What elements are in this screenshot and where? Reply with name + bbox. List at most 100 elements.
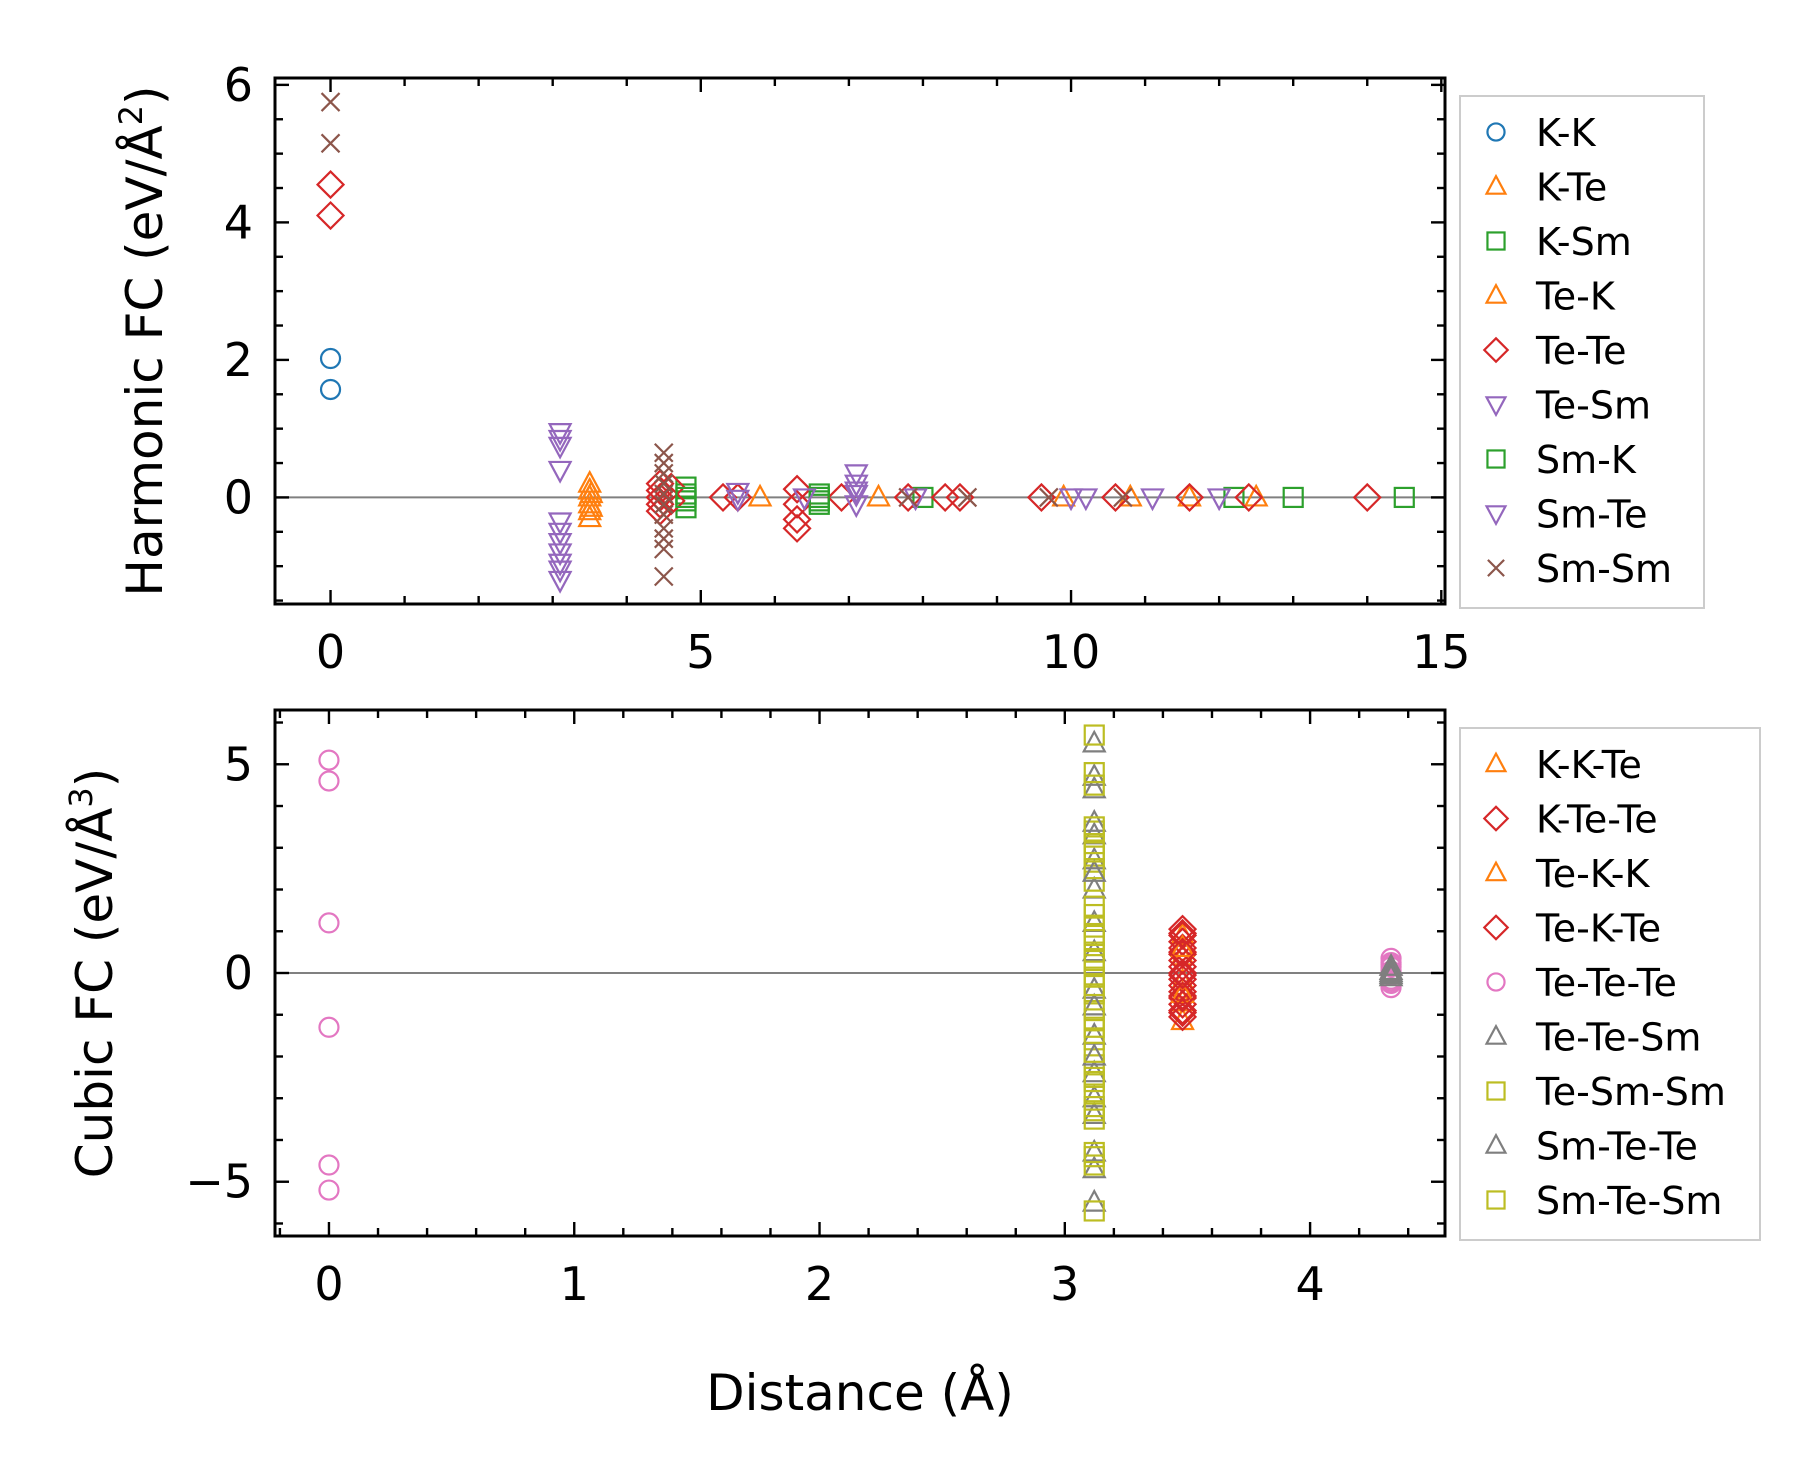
legend-marker bbox=[1486, 1081, 1506, 1101]
x-axis-label: Distance (Å) bbox=[706, 1364, 1014, 1422]
legend-entry: Sm-K bbox=[1486, 438, 1637, 482]
legend-entry: Te-Sm bbox=[1484, 384, 1651, 428]
data-point bbox=[782, 513, 812, 543]
legend-label: Sm-K bbox=[1536, 438, 1637, 482]
data-point bbox=[318, 770, 340, 792]
data-point bbox=[782, 474, 812, 504]
data-point bbox=[318, 1016, 340, 1038]
harmonic-plot-area bbox=[275, 78, 1445, 604]
data-point bbox=[1081, 1101, 1107, 1125]
data-point bbox=[1083, 1083, 1105, 1105]
data-point bbox=[1083, 895, 1105, 917]
data-point bbox=[1167, 960, 1198, 990]
harmonic-y-axis-label: Harmonic FC (eV/Å2) bbox=[112, 85, 174, 596]
y-tick-label: 6 bbox=[224, 58, 253, 112]
data-point bbox=[1167, 937, 1198, 967]
y-tick-label: −5 bbox=[185, 1155, 253, 1209]
legend-marker bbox=[1486, 122, 1506, 142]
data-point bbox=[725, 482, 751, 506]
data-point bbox=[1081, 808, 1107, 832]
data-point bbox=[1083, 724, 1105, 746]
data-point bbox=[866, 483, 891, 507]
data-point bbox=[945, 482, 975, 512]
legend-entry: Sm-Te-Te bbox=[1484, 1125, 1698, 1169]
legend-marker bbox=[1482, 914, 1510, 941]
data-point bbox=[1081, 992, 1107, 1016]
data-point bbox=[1170, 934, 1195, 958]
legend-entry: K-K-Te bbox=[1484, 743, 1642, 787]
legend-entry: Te-Te bbox=[1482, 329, 1627, 373]
data-point bbox=[747, 483, 773, 507]
x-tick-label: 2 bbox=[805, 1257, 834, 1311]
legend-label: Te-K-K bbox=[1535, 852, 1650, 896]
data-point bbox=[1140, 488, 1165, 512]
data-point bbox=[653, 504, 674, 525]
x-tick-label: 3 bbox=[1050, 1257, 1079, 1311]
data-point bbox=[930, 482, 960, 512]
data-point bbox=[315, 200, 346, 231]
data-point bbox=[1167, 983, 1198, 1013]
data-point bbox=[1167, 981, 1198, 1011]
data-point bbox=[1083, 762, 1105, 784]
y-tick-label: 4 bbox=[224, 195, 253, 249]
data-point bbox=[653, 566, 674, 587]
legend-label: K-K-Te bbox=[1536, 743, 1642, 787]
cubic-plot-frame bbox=[273, 708, 1447, 1238]
legend-entry: Sm-Te bbox=[1484, 493, 1648, 537]
legend-label: Te-Sm bbox=[1535, 384, 1651, 428]
data-point bbox=[792, 488, 817, 512]
data-point bbox=[782, 504, 812, 534]
data-point bbox=[1081, 1042, 1107, 1066]
legend-entry: K-Te bbox=[1484, 166, 1607, 210]
data-point bbox=[653, 484, 674, 504]
data-point bbox=[1113, 487, 1133, 508]
legend-marker bbox=[1484, 282, 1508, 304]
y-tick-label: 0 bbox=[224, 946, 253, 1000]
legend-label: Sm-Te-Te bbox=[1536, 1125, 1698, 1169]
legend-marker bbox=[1484, 1023, 1508, 1045]
data-point bbox=[1081, 1138, 1107, 1162]
legend-entry: K-K bbox=[1486, 111, 1597, 155]
legend-entry: Te-Te-Te bbox=[1486, 961, 1677, 1005]
data-point bbox=[547, 460, 573, 484]
x-tick-label: 15 bbox=[1412, 625, 1471, 679]
harmonic-fc-panel: 0 5 10 15 0 2 4 6 Harmonic FC (eV/Å2) K-K K-Te K-… bbox=[112, 58, 1705, 679]
legend-marker bbox=[1484, 173, 1508, 195]
series-te-k-k bbox=[1170, 934, 1195, 1003]
legend-box bbox=[1459, 95, 1705, 609]
data-point bbox=[653, 463, 674, 484]
data-point bbox=[1083, 774, 1105, 796]
legend-marker bbox=[1487, 559, 1505, 577]
data-point bbox=[1234, 482, 1264, 512]
data-point bbox=[1026, 482, 1056, 512]
data-point bbox=[1081, 858, 1107, 882]
legend-entry: Te-K bbox=[1484, 275, 1616, 319]
data-point bbox=[843, 481, 869, 505]
series-te-sm bbox=[547, 423, 1165, 594]
data-point bbox=[1083, 1146, 1105, 1168]
data-point bbox=[653, 539, 674, 559]
data-point bbox=[1083, 1008, 1105, 1030]
data-point bbox=[653, 453, 674, 473]
legend-label: Sm-Sm bbox=[1536, 547, 1672, 591]
data-point bbox=[1177, 483, 1202, 507]
y-tick-label: 0 bbox=[224, 470, 253, 524]
data-point bbox=[1352, 482, 1382, 512]
legend-label: K-Te-Te bbox=[1536, 798, 1658, 842]
series-sm-sm bbox=[320, 92, 1133, 587]
legend-marker bbox=[1486, 972, 1506, 992]
y-tick-label: 5 bbox=[224, 737, 253, 791]
data-point bbox=[547, 436, 573, 460]
data-point bbox=[1081, 1155, 1107, 1179]
data-point bbox=[653, 442, 674, 463]
data-point bbox=[1083, 841, 1105, 863]
x-tick-label: 5 bbox=[686, 625, 715, 679]
data-point bbox=[319, 378, 342, 401]
data-point bbox=[319, 347, 342, 370]
legend-marker bbox=[1482, 336, 1510, 364]
data-point bbox=[1167, 1002, 1198, 1032]
legend-entry: K-Sm bbox=[1486, 220, 1632, 264]
series-sm-te-sm bbox=[1083, 816, 1105, 1168]
data-point bbox=[315, 170, 346, 200]
legend-label: Te-Te bbox=[1535, 329, 1627, 373]
